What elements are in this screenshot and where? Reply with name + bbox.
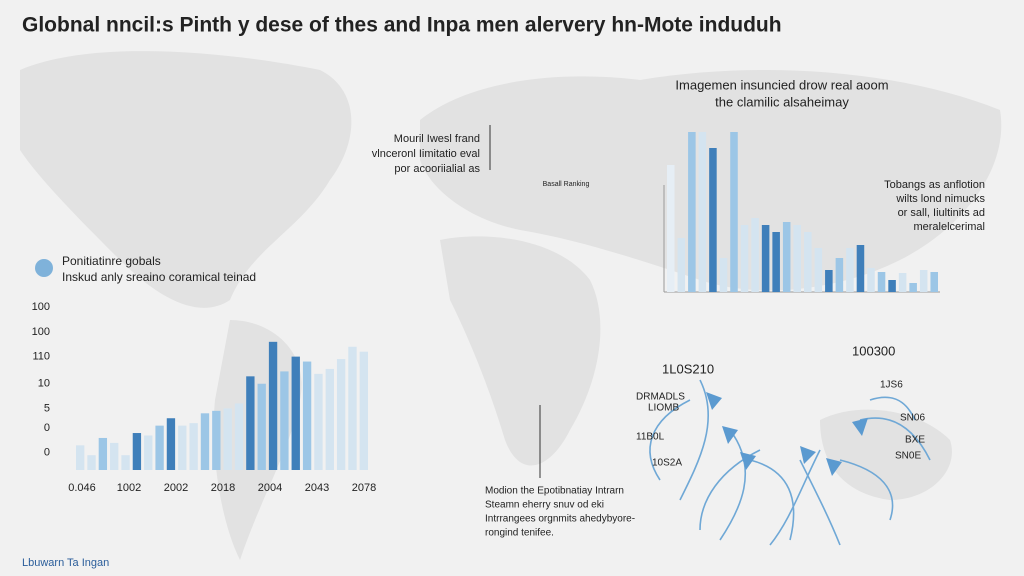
bar bbox=[268, 341, 278, 470]
diagram-label: SN0E bbox=[895, 451, 921, 462]
bar bbox=[677, 238, 686, 292]
bar bbox=[782, 222, 791, 292]
diagram-label: 1JS6 bbox=[880, 380, 903, 391]
y-tick-label: 0 bbox=[44, 422, 50, 434]
annotation-text: Tobangs as anflotion bbox=[884, 179, 985, 191]
diagram-label: LIOMB bbox=[648, 403, 679, 414]
bar bbox=[867, 268, 875, 292]
bar bbox=[178, 425, 187, 470]
bar bbox=[98, 437, 108, 470]
bar bbox=[856, 245, 865, 292]
y-tick-label: 110 bbox=[32, 351, 50, 363]
bar bbox=[814, 248, 823, 292]
bar bbox=[234, 403, 244, 470]
diagram-label: BXE bbox=[905, 435, 925, 446]
y-tick-label: 0 bbox=[44, 447, 50, 459]
bar bbox=[359, 351, 368, 470]
annotation-text: Inskud anly sreaino coramical teinad bbox=[62, 270, 256, 284]
x-tick-label: 2018 bbox=[211, 482, 235, 494]
bar bbox=[930, 272, 938, 292]
annotation-text: Intrrangees orgnmits ahedybyore- bbox=[485, 514, 635, 525]
bar bbox=[132, 433, 142, 470]
bar bbox=[835, 258, 844, 292]
annotation-text: Steamn eherry snuv od eki bbox=[485, 500, 604, 511]
annotation-text: por acooriialial as bbox=[394, 163, 480, 175]
diagram-label: 10S2A bbox=[652, 458, 682, 469]
bar bbox=[719, 258, 728, 292]
diagram-label: DRMADLS bbox=[636, 392, 685, 403]
bar bbox=[898, 273, 907, 292]
bar bbox=[740, 225, 749, 292]
bar bbox=[302, 361, 312, 470]
y-tick-label: 100 bbox=[32, 326, 50, 338]
bar bbox=[793, 225, 801, 292]
bar bbox=[121, 455, 130, 470]
bar bbox=[730, 132, 738, 292]
annotation-text: rongind tenifee. bbox=[485, 528, 554, 539]
footer: Lbuwarn Ta Ingan bbox=[22, 557, 109, 569]
bar bbox=[189, 423, 198, 470]
diagram-label: SN06 bbox=[900, 413, 925, 424]
bar bbox=[688, 132, 696, 292]
diagram-label: 1L0S210 bbox=[662, 361, 714, 376]
bar bbox=[87, 455, 96, 470]
annotation-text: Imagemen insuncied drow real aoom bbox=[675, 77, 888, 92]
bar bbox=[325, 368, 334, 470]
y-tick-label: 10 bbox=[38, 378, 50, 390]
bar bbox=[804, 232, 812, 292]
bar bbox=[698, 132, 707, 292]
bar bbox=[76, 445, 85, 470]
x-tick-label: 0.046 bbox=[68, 482, 96, 494]
icon bbox=[35, 259, 53, 277]
annotation-text: Modion the Epotibnatiay Intrarn bbox=[485, 486, 624, 497]
x-tick-label: 1002 bbox=[117, 482, 141, 494]
diagram-label: 11B0L bbox=[636, 432, 665, 443]
bar bbox=[257, 383, 266, 470]
bar bbox=[761, 225, 770, 292]
annotation-text: Ponitiatinre gobals bbox=[62, 254, 161, 268]
bar bbox=[772, 232, 780, 292]
bar bbox=[667, 165, 675, 292]
bar bbox=[709, 148, 717, 292]
bar bbox=[336, 359, 346, 470]
x-tick-label: 2002 bbox=[164, 482, 188, 494]
y-tick-label: 100 bbox=[32, 301, 50, 313]
flow-arrows bbox=[706, 392, 868, 476]
bar bbox=[291, 356, 300, 470]
annotation-text: wilts lond nimucks bbox=[895, 193, 985, 205]
annotation-text: the clamilic alsaheimay bbox=[715, 94, 849, 109]
bar bbox=[223, 408, 232, 470]
annotation-text: meralelcerimal bbox=[913, 221, 985, 233]
annotation-text: vlnceronl Iimitatio eval bbox=[372, 148, 480, 160]
bar bbox=[825, 270, 833, 292]
x-tick-label: 2043 bbox=[305, 482, 329, 494]
y-tick-label: 5 bbox=[44, 402, 50, 414]
annotation-text: or sall, Iiultinits ad bbox=[898, 207, 985, 219]
bar bbox=[166, 418, 176, 470]
x-tick-label: 2078 bbox=[352, 482, 376, 494]
bar bbox=[888, 280, 896, 292]
bar bbox=[155, 425, 164, 470]
bar bbox=[877, 272, 886, 292]
bar bbox=[144, 435, 153, 470]
title: Globnal nncil:s Pinth y dese of thes and… bbox=[22, 14, 782, 37]
bar bbox=[751, 218, 759, 292]
diagram-label: 100300 bbox=[852, 343, 895, 358]
bar bbox=[348, 346, 357, 470]
bar bbox=[110, 442, 119, 470]
bar bbox=[919, 270, 928, 292]
bar bbox=[909, 283, 917, 292]
bar bbox=[212, 410, 221, 470]
bar bbox=[200, 413, 210, 470]
bar bbox=[246, 376, 255, 470]
bar bbox=[314, 373, 323, 470]
bar bbox=[280, 371, 289, 470]
world-map bbox=[20, 51, 1002, 560]
x-tick-label: 2004 bbox=[258, 482, 282, 494]
annotation-text: Mouril Iwesl frand bbox=[394, 133, 480, 145]
bar bbox=[846, 248, 854, 292]
small-label: Basall Ranking bbox=[543, 181, 590, 188]
